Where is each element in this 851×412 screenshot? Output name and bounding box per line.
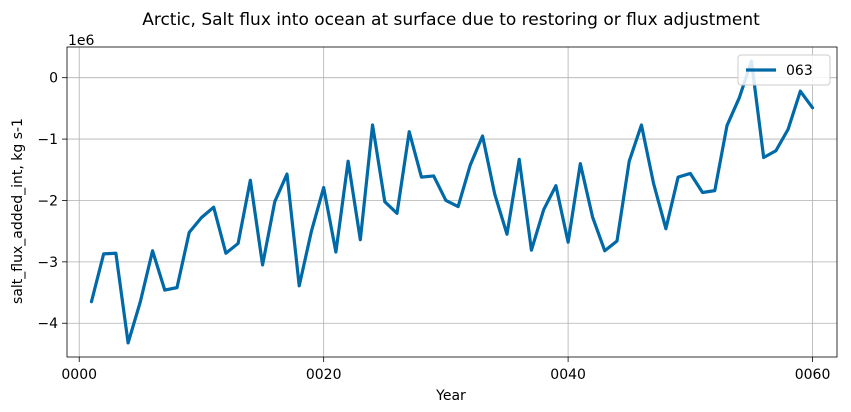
x-axis-ticks: 0000 0020 0040 0060: [61, 357, 830, 383]
y-tick-label: −2: [37, 193, 58, 209]
x-tick-label: 0040: [550, 367, 586, 383]
y-axis-multiplier: 1e6: [68, 33, 95, 49]
x-tick-label: 0020: [306, 367, 342, 383]
legend: 063: [737, 54, 831, 86]
plot-frame-rect: [66, 46, 838, 358]
series-line: [89, 59, 815, 345]
x-axis-label: Year: [435, 388, 466, 404]
y-axis-ticks: −4 −3 −2 −1 0: [37, 71, 67, 332]
y-tick-label: −4: [37, 316, 58, 332]
grid: [67, 47, 837, 357]
series-lines: [89, 59, 815, 345]
plot-frame: [66, 46, 838, 358]
y-tick-label: 0: [49, 71, 58, 87]
x-tick-label: 0060: [795, 367, 831, 383]
x-tick-label: 0000: [61, 367, 97, 383]
y-tick-label: −1: [37, 132, 58, 148]
legend-label: 063: [786, 63, 813, 79]
y-tick-label: −3: [37, 255, 58, 271]
y-axis-label: salt_flux_added_int, kg s-1: [10, 118, 26, 304]
legend-box: [737, 54, 831, 86]
chart-title: Arctic, Salt flux into ocean at surface …: [142, 10, 760, 30]
